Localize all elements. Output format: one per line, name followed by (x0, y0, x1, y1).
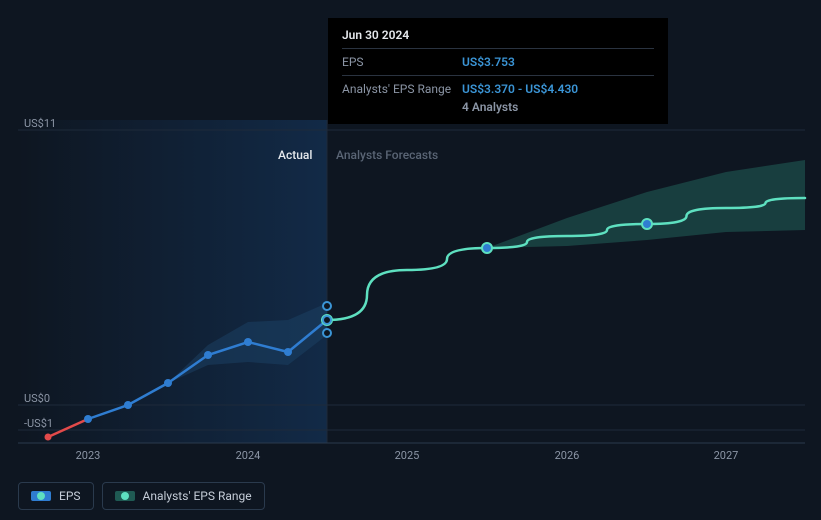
legend-dot (37, 492, 45, 500)
legend-swatch (115, 491, 135, 501)
svg-text:US$11: US$11 (24, 117, 56, 130)
legend-label: EPS (59, 489, 81, 503)
legend-dot (121, 492, 129, 500)
svg-text:2024: 2024 (236, 449, 261, 462)
region-label-actual: Actual (278, 148, 312, 162)
svg-text:US$0: US$0 (24, 392, 50, 405)
tooltip-range-label: Analysts' EPS Range (342, 82, 462, 96)
legend-item[interactable]: EPS (18, 482, 94, 510)
tooltip-eps-value: US$3.753 (462, 55, 515, 69)
tooltip-analysts-count: 4 Analysts (462, 100, 654, 114)
chart-tooltip: Jun 30 2024 EPS US$3.753 Analysts' EPS R… (328, 18, 668, 124)
svg-text:2023: 2023 (76, 449, 101, 462)
legend-swatch (31, 491, 51, 501)
legend-label: Analysts' EPS Range (143, 489, 252, 503)
chart-legend: EPS Analysts' EPS Range (18, 482, 265, 510)
tooltip-date: Jun 30 2024 (342, 28, 654, 42)
legend-item[interactable]: Analysts' EPS Range (102, 482, 265, 510)
tooltip-range-value: US$3.370 - US$4.430 (462, 82, 578, 96)
svg-text:2026: 2026 (555, 449, 580, 462)
region-label-forecast: Analysts Forecasts (336, 148, 438, 162)
tooltip-eps-label: EPS (342, 55, 462, 69)
svg-text:2027: 2027 (714, 449, 739, 462)
svg-text:2025: 2025 (395, 449, 420, 462)
svg-text:-US$1: -US$1 (24, 417, 53, 430)
